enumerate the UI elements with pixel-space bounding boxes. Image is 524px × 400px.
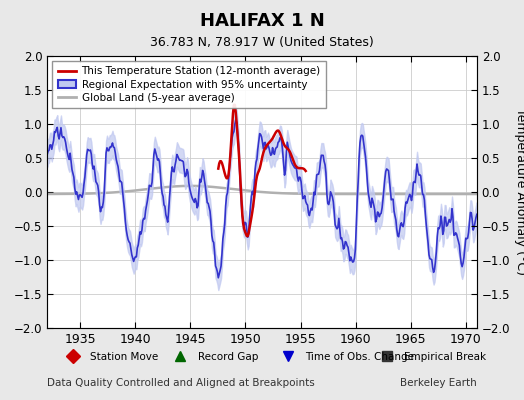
Text: Data Quality Controlled and Aligned at Breakpoints: Data Quality Controlled and Aligned at B… — [47, 378, 315, 388]
Legend: This Temperature Station (12-month average), Regional Expectation with 95% uncer: This Temperature Station (12-month avera… — [52, 61, 326, 108]
Y-axis label: Temperature Anomaly (°C): Temperature Anomaly (°C) — [514, 108, 524, 276]
Text: Time of Obs. Change: Time of Obs. Change — [305, 352, 414, 362]
Text: Record Gap: Record Gap — [198, 352, 258, 362]
Text: Station Move: Station Move — [90, 352, 158, 362]
Text: Empirical Break: Empirical Break — [404, 352, 486, 362]
Text: 36.783 N, 78.917 W (United States): 36.783 N, 78.917 W (United States) — [150, 36, 374, 49]
Text: HALIFAX 1 N: HALIFAX 1 N — [200, 12, 324, 30]
Text: Berkeley Earth: Berkeley Earth — [400, 378, 477, 388]
